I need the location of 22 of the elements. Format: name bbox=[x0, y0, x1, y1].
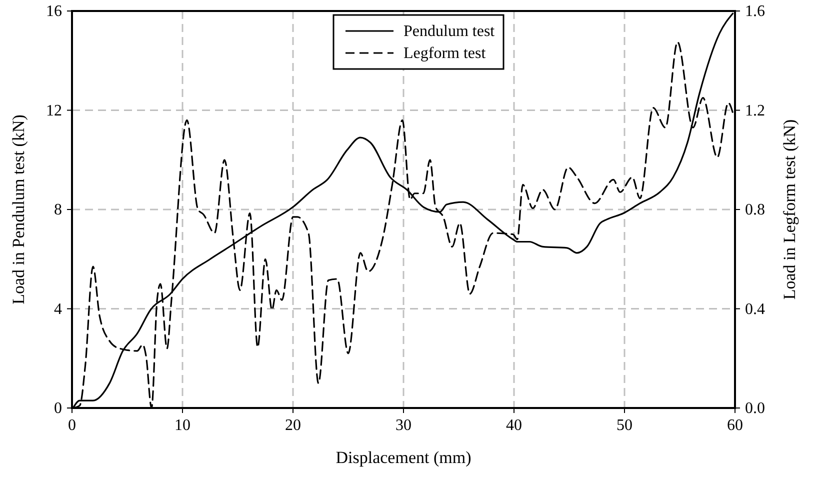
y2-axis-title: Load in Legform test (kN) bbox=[780, 119, 799, 300]
y-tick-label: 16 bbox=[46, 3, 62, 20]
x-tick-label: 50 bbox=[616, 417, 632, 434]
x-tick-label: 0 bbox=[68, 417, 76, 434]
x-tick-label: 30 bbox=[396, 417, 412, 434]
y-tick-label: 4 bbox=[54, 300, 62, 318]
y2-tick-label: 0.8 bbox=[745, 202, 765, 218]
y-tick-label: 12 bbox=[46, 102, 62, 120]
y2-tick-label: 0.4 bbox=[745, 300, 765, 318]
x-axis-title: Displacement (mm) bbox=[336, 448, 472, 467]
x-tick-label: 10 bbox=[174, 417, 190, 434]
x-tick-label: 40 bbox=[506, 417, 522, 434]
y-tick-label: 0 bbox=[54, 400, 62, 417]
legend-label: Legform test bbox=[404, 45, 486, 62]
y2-tick-label: 1.2 bbox=[745, 102, 765, 120]
y2-tick-label: 1.6 bbox=[745, 3, 765, 20]
x-tick-label: 20 bbox=[285, 417, 301, 434]
y2-tick-label: 0.0 bbox=[745, 400, 765, 417]
y-axis-title: Load in Pendulum test (kN) bbox=[9, 114, 28, 304]
legend-label: Pendulum test bbox=[404, 23, 496, 40]
x-tick-label: 60 bbox=[727, 417, 743, 434]
y-tick-label: 8 bbox=[54, 202, 62, 218]
